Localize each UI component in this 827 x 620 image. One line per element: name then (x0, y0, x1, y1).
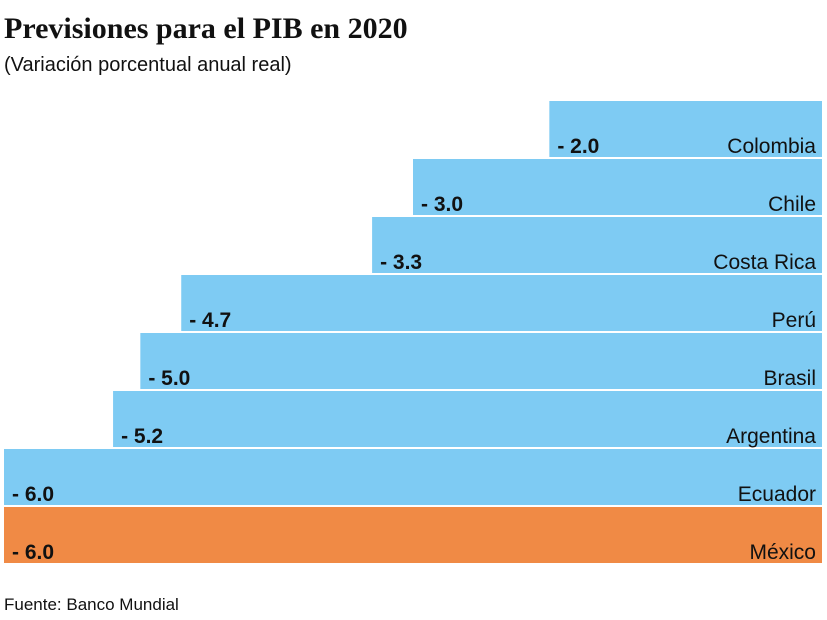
category-label: Brasil (763, 367, 816, 390)
category-label: Ecuador (738, 483, 816, 506)
value-label: - 5.2 (121, 425, 163, 448)
value-label: - 3.0 (421, 193, 463, 216)
chart-subtitle: (Variación porcentual anual real) (4, 54, 292, 76)
bar (140, 333, 823, 389)
value-label: - 4.7 (189, 309, 231, 332)
category-label: Colombia (727, 135, 816, 158)
category-label: Chile (768, 193, 816, 216)
bar (181, 275, 822, 331)
value-label: - 6.0 (12, 541, 54, 564)
bar (549, 101, 822, 157)
bar (4, 507, 822, 563)
value-label: - 2.0 (557, 135, 599, 158)
value-label: - 3.3 (380, 251, 422, 274)
bar (372, 217, 822, 273)
category-label: México (749, 541, 816, 564)
value-label: - 5.0 (148, 367, 190, 390)
bar (413, 159, 822, 215)
category-label: Argentina (726, 425, 816, 448)
category-label: Perú (772, 309, 816, 332)
category-label: Costa Rica (713, 251, 816, 274)
bar (113, 391, 823, 447)
chart-title: Previsiones para el PIB en 2020 (4, 12, 408, 45)
bar (4, 449, 822, 505)
source-note: Fuente: Banco Mundial (4, 595, 179, 614)
value-label: - 6.0 (12, 483, 54, 506)
